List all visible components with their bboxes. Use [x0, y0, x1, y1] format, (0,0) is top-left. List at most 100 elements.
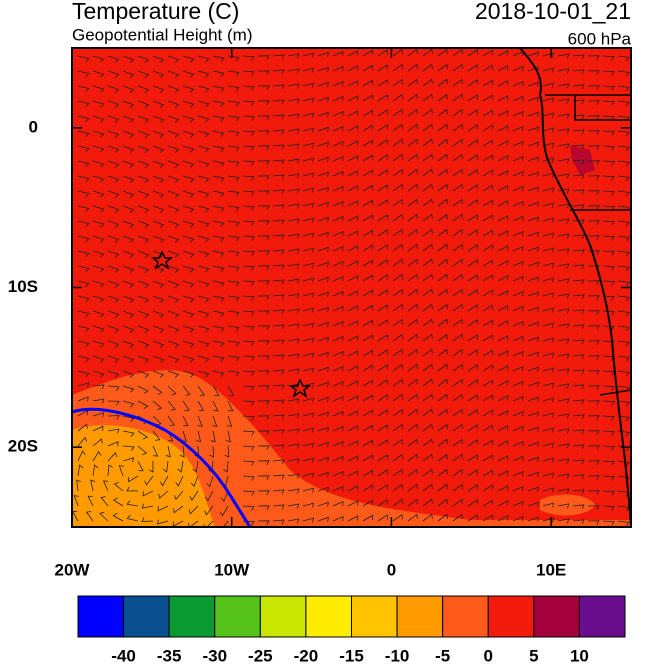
- wind-barb: [617, 130, 630, 137]
- wind-barb: [92, 295, 105, 303]
- wind-barb: [209, 445, 215, 458]
- wind-barb: [512, 470, 524, 477]
- wind-barb: [332, 365, 344, 372]
- wind-barb: [99, 511, 109, 522]
- wind-barb: [527, 186, 539, 192]
- wind-barb: [407, 93, 418, 102]
- wind-barb: [392, 93, 403, 102]
- wind-barb: [377, 469, 388, 477]
- wind-barb: [77, 160, 90, 168]
- wind-barb: [452, 138, 463, 147]
- wind-barb: [128, 475, 139, 483]
- wind-barb: [437, 483, 448, 492]
- wind-barb: [157, 505, 169, 512]
- wind-barb: [242, 430, 255, 436]
- wind-barb: [407, 513, 418, 522]
- wind-barb: [77, 85, 90, 93]
- wind-barb: [122, 145, 135, 154]
- wind-barb: [527, 321, 539, 327]
- wind-barb: [107, 145, 120, 153]
- wind-barb: [362, 349, 374, 357]
- wind-barb: [224, 445, 230, 458]
- wind-barb: [572, 204, 585, 210]
- wind-barb: [332, 260, 344, 267]
- wind-barb: [203, 520, 214, 527]
- wind-barb: [165, 445, 171, 458]
- wind-barb: [362, 79, 374, 87]
- wind-barb: [377, 79, 388, 87]
- wind-barb: [602, 505, 615, 511]
- wind-barb: [542, 487, 555, 493]
- wind-barb: [572, 234, 585, 240]
- wind-barb: [212, 175, 225, 182]
- wind-barb: [227, 325, 240, 332]
- wind-barb: [542, 187, 555, 193]
- wind-barb: [377, 94, 388, 102]
- wind-barb: [77, 382, 90, 388]
- wind-barb: [92, 355, 105, 363]
- wind-barb: [272, 399, 285, 405]
- wind-barb: [602, 385, 615, 391]
- wind-barb: [77, 55, 90, 63]
- wind-barb: [92, 175, 105, 183]
- wind-barb: [197, 145, 210, 153]
- wind-barb: [572, 279, 585, 285]
- wind-barb: [257, 460, 270, 466]
- wind-barb: [587, 220, 600, 225]
- wind-barb: [92, 384, 105, 390]
- wind-barb: [272, 474, 285, 480]
- wind-barb: [422, 303, 433, 312]
- wind-barb: [377, 139, 388, 147]
- wind-barb: [317, 456, 329, 462]
- wind-barb: [377, 289, 388, 297]
- wind-barb: [362, 259, 374, 267]
- wind-barb: [557, 353, 570, 359]
- wind-barb: [182, 190, 195, 198]
- wind-barb: [527, 306, 539, 312]
- wind-barb: [137, 355, 150, 364]
- wind-barb: [167, 250, 180, 258]
- wind-barb: [452, 108, 463, 117]
- wind-barb: [137, 460, 144, 472]
- wind-barb: [167, 325, 180, 333]
- wind-barb: [287, 128, 300, 134]
- wind-barb: [437, 243, 448, 252]
- wind-barb: [107, 250, 120, 258]
- wind-barb: [107, 175, 120, 183]
- wind-barb: [482, 289, 493, 297]
- wind-barb: [137, 385, 149, 394]
- wind-barb: [242, 385, 255, 391]
- wind-barb: [482, 394, 493, 402]
- wind-barb: [542, 112, 555, 118]
- wind-barb: [557, 308, 570, 314]
- wind-barb: [272, 414, 285, 420]
- wind-barb: [332, 95, 344, 102]
- wind-barb: [392, 138, 403, 147]
- wind-barb: [317, 201, 329, 207]
- wind-barb: [407, 408, 418, 417]
- wind-barb: [542, 262, 555, 268]
- wind-barb: [332, 290, 344, 297]
- wind-barb: [107, 70, 120, 78]
- wind-barb: [122, 355, 135, 364]
- wind-barb: [197, 385, 205, 396]
- wind-barb: [362, 109, 374, 117]
- wind-barb: [422, 48, 433, 57]
- wind-barb: [182, 415, 189, 427]
- wind-barb: [422, 408, 433, 417]
- wind-barb: [317, 51, 329, 57]
- wind-barb: [437, 273, 448, 282]
- wind-barb: [107, 355, 120, 363]
- wind-barb: [272, 69, 285, 75]
- wind-barb: [212, 220, 225, 227]
- wind-barb: [392, 108, 403, 117]
- wind-barb: [467, 154, 478, 162]
- wind-barb: [557, 458, 570, 464]
- wind-barb: [452, 183, 463, 192]
- wind-barb: [188, 520, 199, 527]
- colorbar-box: [214, 595, 261, 638]
- wind-barb: [422, 513, 433, 522]
- wind-barb: [452, 513, 463, 522]
- wind-barb: [242, 310, 255, 316]
- wind-barb: [392, 318, 403, 327]
